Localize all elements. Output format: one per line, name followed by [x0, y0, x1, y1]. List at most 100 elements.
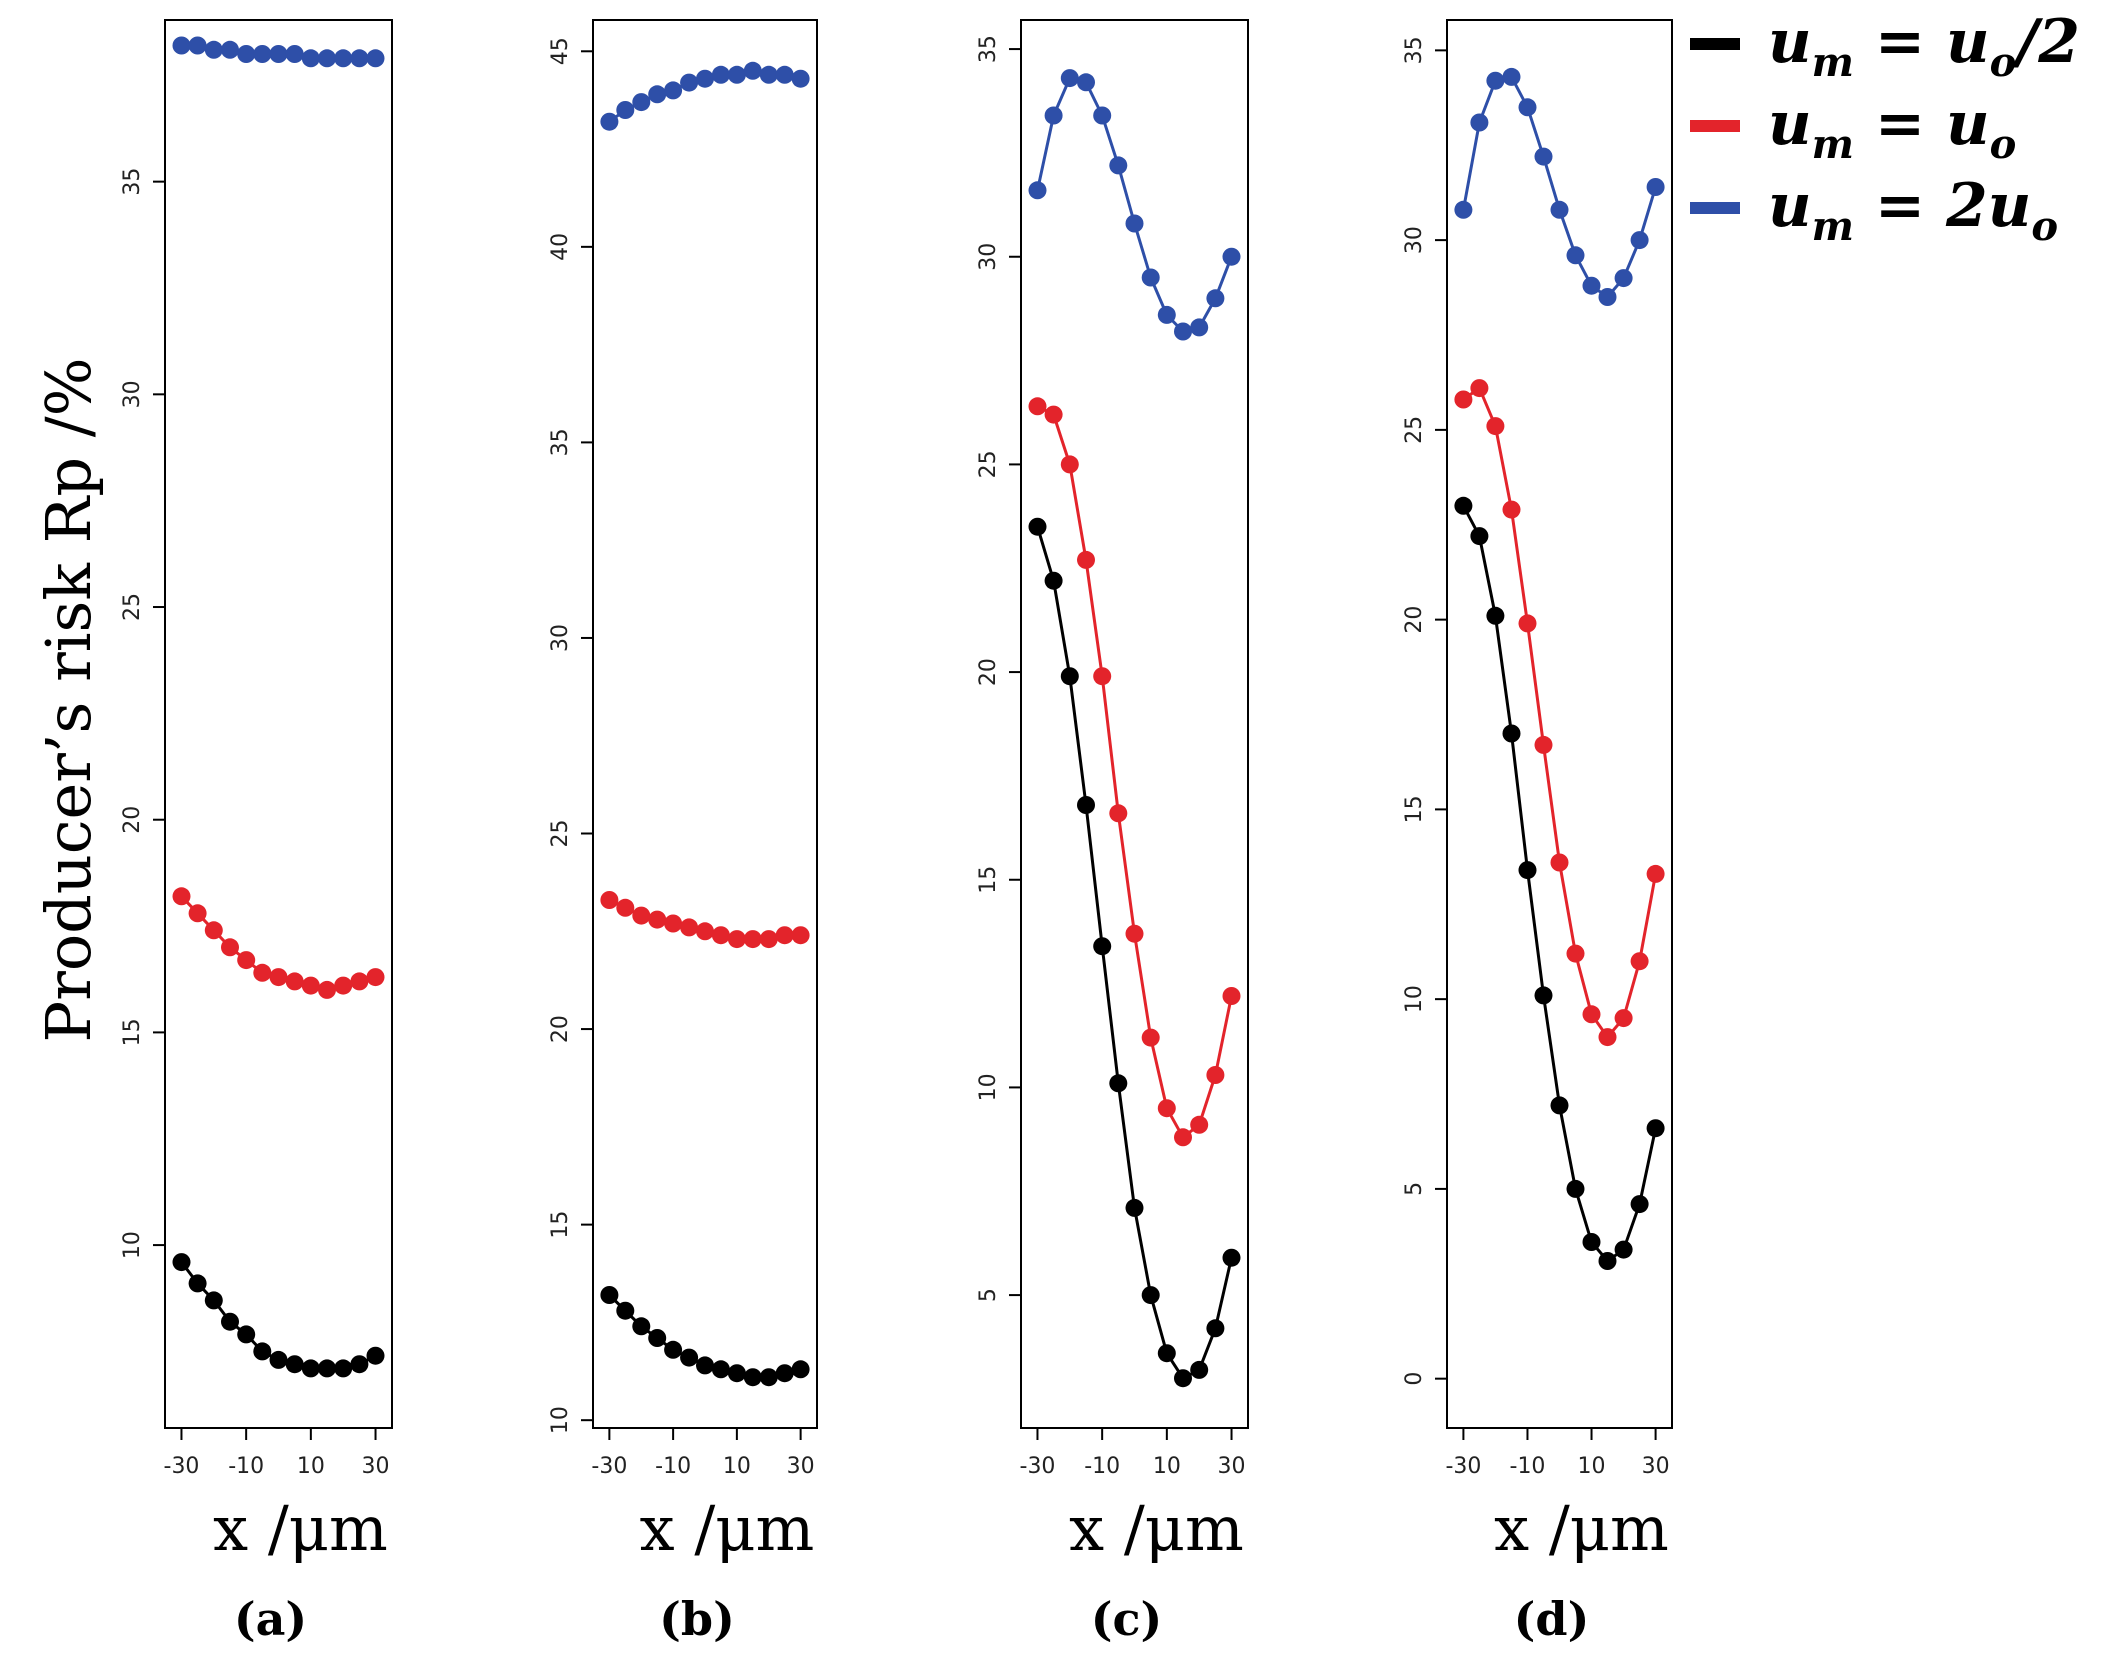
- data-point: [334, 49, 353, 68]
- data-point: [1109, 804, 1128, 823]
- y-tick-label: 15: [976, 866, 1001, 894]
- data-point: [1190, 1360, 1209, 1379]
- data-point: [1093, 106, 1112, 125]
- data-point: [318, 980, 336, 999]
- data-point: [696, 69, 714, 88]
- data-point: [1454, 496, 1473, 515]
- plot-frame: [164, 19, 393, 1429]
- series-2: [172, 887, 385, 999]
- y-tick-label: 10: [976, 1073, 1001, 1101]
- data-point: [600, 112, 619, 131]
- y-tick-label: 20: [976, 658, 1001, 686]
- panel-label: (c): [1091, 1592, 1163, 1646]
- legend-label: um = uo/2: [1768, 7, 2080, 86]
- y-axis-label: Producer’s risk Rp /%: [32, 357, 105, 1042]
- data-point: [759, 930, 778, 949]
- data-point: [1109, 156, 1128, 175]
- data-point: [1598, 288, 1617, 306]
- data-point: [1470, 113, 1489, 132]
- x-tick-label: -30: [591, 1454, 627, 1479]
- y-tick-label: 15: [120, 1018, 145, 1046]
- data-point: [1157, 305, 1176, 324]
- data-point: [648, 910, 667, 929]
- data-point: [1190, 318, 1209, 337]
- chart-panel-1: 10 15 20 25 30 35 -30 -10 10 30 x /μm (a): [120, 19, 393, 1646]
- data-point: [775, 65, 794, 84]
- data-point: [1534, 147, 1553, 166]
- data-point: [1646, 1119, 1665, 1138]
- data-point: [1222, 247, 1241, 266]
- x-tick-label: -30: [1020, 1454, 1056, 1479]
- y-tick-label: 25: [1402, 416, 1427, 444]
- data-point: [1566, 1179, 1585, 1198]
- x-tick-label: -10: [1510, 1454, 1546, 1479]
- data-point: [1518, 614, 1537, 633]
- data-point: [172, 1253, 191, 1272]
- y-tick-label: 35: [1402, 36, 1427, 64]
- legend-entry-3: um = 2uo: [1690, 171, 2058, 250]
- data-point: [711, 65, 730, 84]
- series-line: [1036, 76, 1233, 334]
- data-point: [600, 1286, 619, 1304]
- data-point: [1550, 853, 1569, 872]
- data-point: [648, 1329, 667, 1347]
- data-point: [1109, 1074, 1128, 1093]
- data-point: [1454, 390, 1473, 409]
- data-point: [1141, 1028, 1160, 1047]
- data-point: [1141, 1286, 1160, 1305]
- data-point: [334, 976, 353, 995]
- data-point: [1486, 417, 1505, 436]
- data-point: [711, 926, 730, 945]
- data-point: [696, 922, 714, 941]
- data-point: [1060, 667, 1079, 686]
- data-point: [1028, 397, 1047, 416]
- data-point: [188, 904, 207, 923]
- x-tick-label: -30: [1445, 1454, 1481, 1479]
- data-point: [1044, 571, 1063, 590]
- data-point: [664, 1340, 683, 1359]
- panels: 10 15 20 25 30 35 -30 -10 10 30 x /μm (a) 10 15 20 25 30…: [120, 19, 1673, 1646]
- data-point: [334, 1359, 353, 1378]
- data-point: [1598, 1028, 1617, 1047]
- y-tick-label: 20: [548, 1015, 573, 1043]
- data-point: [616, 101, 635, 119]
- data-point: [188, 1274, 207, 1293]
- data-point: [775, 1364, 794, 1383]
- data-point: [1550, 200, 1569, 219]
- data-point: [172, 887, 191, 906]
- data-point: [1534, 986, 1553, 1005]
- x-tick-label: 30: [787, 1454, 815, 1479]
- data-point: [1518, 98, 1537, 117]
- data-point: [775, 926, 794, 945]
- y-tick-label: 35: [120, 168, 145, 196]
- data-point: [616, 898, 635, 917]
- y-tick-label: 20: [120, 806, 145, 834]
- data-point: [188, 36, 207, 55]
- data-point: [221, 1312, 239, 1331]
- plot-frame: [592, 19, 818, 1429]
- data-point: [1174, 322, 1192, 341]
- data-point: [1566, 246, 1585, 265]
- data-point: [680, 1348, 699, 1367]
- y-tick-label: 5: [976, 1288, 1001, 1302]
- data-point: [1077, 73, 1095, 92]
- data-point: [1125, 924, 1144, 943]
- data-point: [1190, 1115, 1209, 1134]
- y-tick-label: 10: [120, 1231, 145, 1259]
- data-point: [1125, 214, 1144, 233]
- data-point: [366, 968, 385, 987]
- data-point: [285, 972, 304, 991]
- y-tick-label: 0: [1402, 1372, 1427, 1386]
- y-tick-label: 20: [1402, 606, 1427, 634]
- y-tick-label: 40: [548, 233, 573, 261]
- data-point: [237, 951, 256, 970]
- y-tick-label: 10: [1402, 985, 1427, 1013]
- data-point: [1222, 1248, 1241, 1267]
- data-point: [301, 976, 320, 995]
- y-tick-label: 30: [1402, 226, 1427, 254]
- data-point: [221, 938, 239, 957]
- data-point: [285, 1355, 304, 1374]
- y-tick-label: 25: [548, 820, 573, 848]
